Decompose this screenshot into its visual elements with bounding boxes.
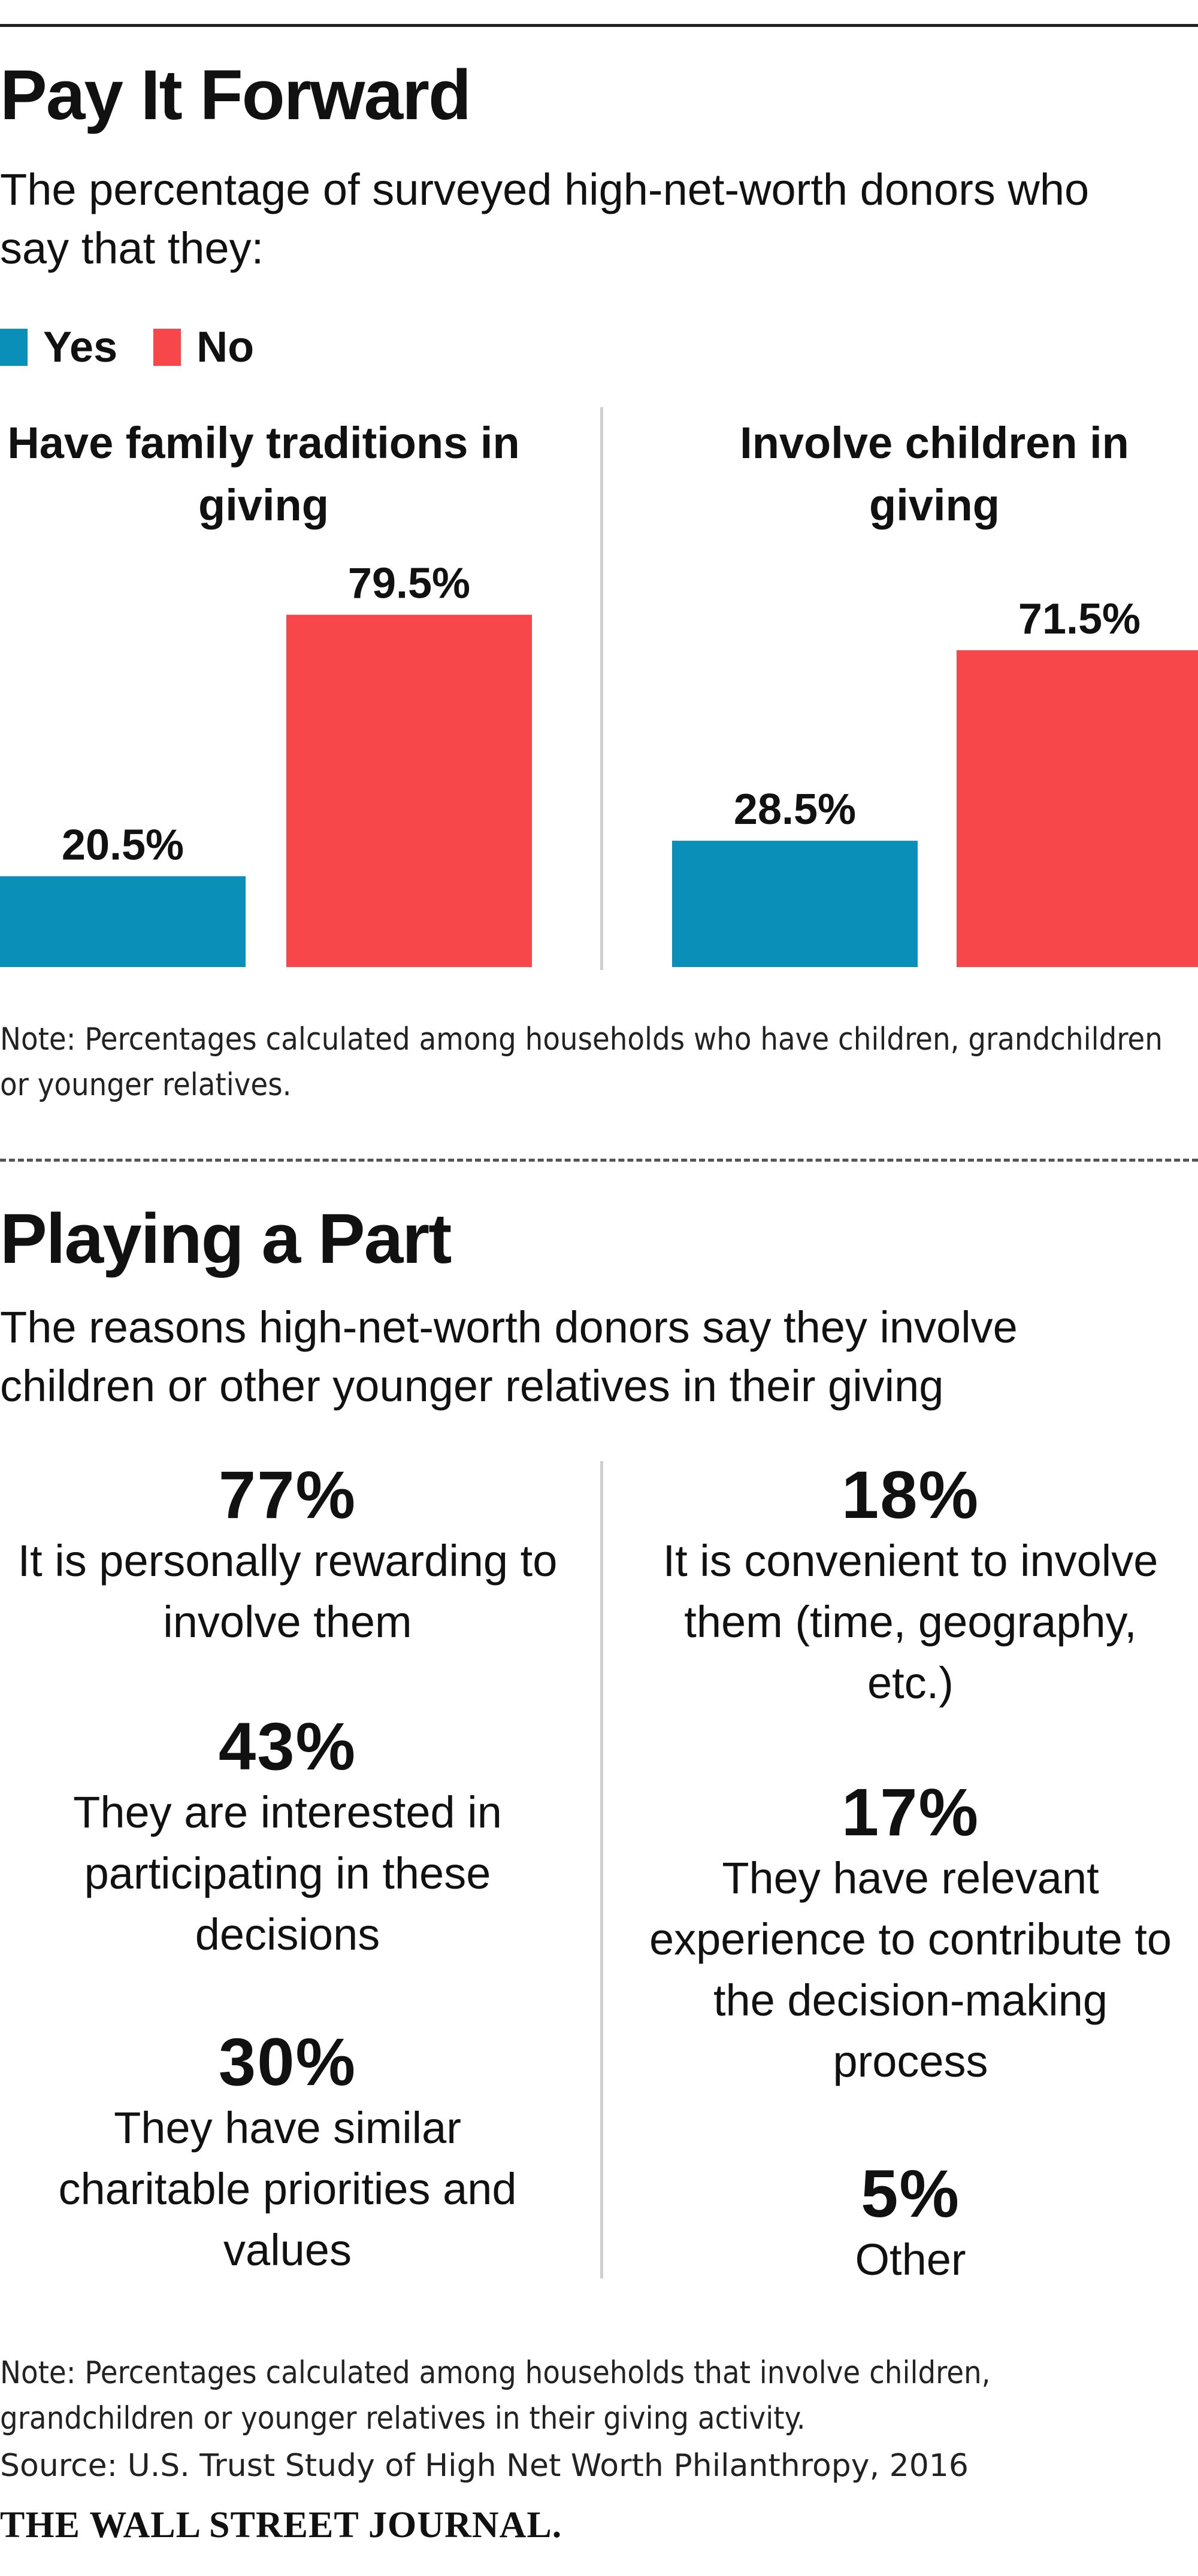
reason-convenient: 18% It is convenient to involve them (ti… xyxy=(623,1460,1198,1714)
reason-percent: 43% xyxy=(218,1709,357,1784)
reason-similar-priorities: 30% They have similar charitable priorit… xyxy=(0,2027,575,2281)
top-rule xyxy=(0,24,1198,27)
note-section1: Note: Percentages calculated among house… xyxy=(0,1022,1163,1103)
legend-label-yes: Yes xyxy=(43,323,118,371)
reason-other: 5% Other xyxy=(623,2159,1198,2290)
panel-divider xyxy=(600,407,603,970)
reason-relevant-experience: 17% They have relevant experience to con… xyxy=(623,1777,1198,2092)
reason-percent: 77% xyxy=(218,1457,357,1532)
section-divider xyxy=(0,1159,1198,1162)
reason-interested-participating: 43% They are interested in participating… xyxy=(0,1711,575,1965)
legend-item-no: No xyxy=(153,323,254,372)
chart-title: Pay It Forward xyxy=(0,56,471,135)
legend-label-no: No xyxy=(196,323,255,371)
bar-chart: 20.5% 79.5% 28.5% 71.5% xyxy=(0,560,1198,967)
reasons-divider xyxy=(600,1461,603,2278)
reason-personally-rewarding: 77% It is personally rewarding to involv… xyxy=(0,1460,575,1653)
legend: Yes No xyxy=(0,323,290,371)
bar-no-panel-1 xyxy=(286,614,532,967)
publisher-logo: THE WALL STREET JOURNAL. xyxy=(0,2505,562,2545)
data-label-yes-panel-1: 20.5% xyxy=(62,821,184,869)
reason-percent: 5% xyxy=(861,2156,960,2231)
reason-percent: 30% xyxy=(218,2025,357,2099)
note-section2: Note: Percentages calculated among house… xyxy=(0,2355,991,2436)
data-label-no-panel-2: 71.5% xyxy=(1018,595,1140,643)
data-label-no-panel-1: 79.5% xyxy=(348,560,470,608)
reason-text: They are interested in participating in … xyxy=(73,1787,502,1959)
chart-subtitle: The percentage of surveyed high-net-wort… xyxy=(0,165,1090,273)
bar-yes-panel-1 xyxy=(0,876,246,967)
legend-item-yes: Yes xyxy=(0,323,117,372)
legend-swatch-yes xyxy=(0,329,28,366)
source-text: Source: U.S. Trust Study of High Net Wor… xyxy=(0,2448,969,2484)
reason-text: They have relevant experience to contrib… xyxy=(649,1853,1172,2086)
reason-text: It is personally rewarding to involve th… xyxy=(17,1535,558,1647)
data-label-yes-panel-2: 28.5% xyxy=(734,786,856,834)
section2-title: Playing a Part xyxy=(0,1199,452,1278)
bar-yes-panel-2 xyxy=(672,841,918,967)
reason-text: They have similar charitable priorities … xyxy=(58,2102,517,2275)
bar-no-panel-2 xyxy=(957,650,1198,967)
panel-title-family-traditions: Have family traditions in giving xyxy=(7,418,520,530)
legend-swatch-no xyxy=(153,329,181,366)
panel-title-involve-children: Involve children in giving xyxy=(740,418,1129,530)
reason-text: Other xyxy=(855,2234,966,2284)
reason-percent: 18% xyxy=(841,1457,980,1532)
reason-percent: 17% xyxy=(841,1775,980,1850)
reason-text: It is convenient to involve them (time, … xyxy=(662,1535,1158,1708)
section2-subtitle: The reasons high-net-worth donors say th… xyxy=(0,1302,1018,1411)
